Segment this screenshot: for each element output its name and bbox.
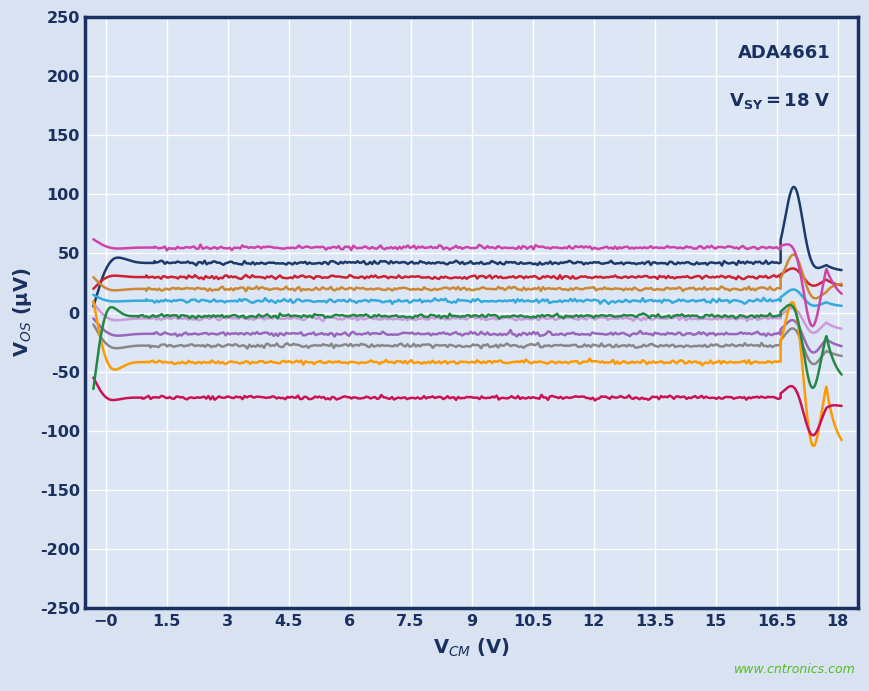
Text: www.cntronics.com: www.cntronics.com — [734, 663, 856, 676]
Text: $\mathbf{V_{SY}}$$\mathbf{ = 18\ V}$: $\mathbf{V_{SY}}$$\mathbf{ = 18\ V}$ — [729, 91, 831, 111]
X-axis label: V$_{CM}$ (V): V$_{CM}$ (V) — [433, 637, 510, 659]
Y-axis label: V$_{OS}$ (μV): V$_{OS}$ (μV) — [11, 267, 34, 357]
Text: ADA4661: ADA4661 — [738, 44, 831, 61]
